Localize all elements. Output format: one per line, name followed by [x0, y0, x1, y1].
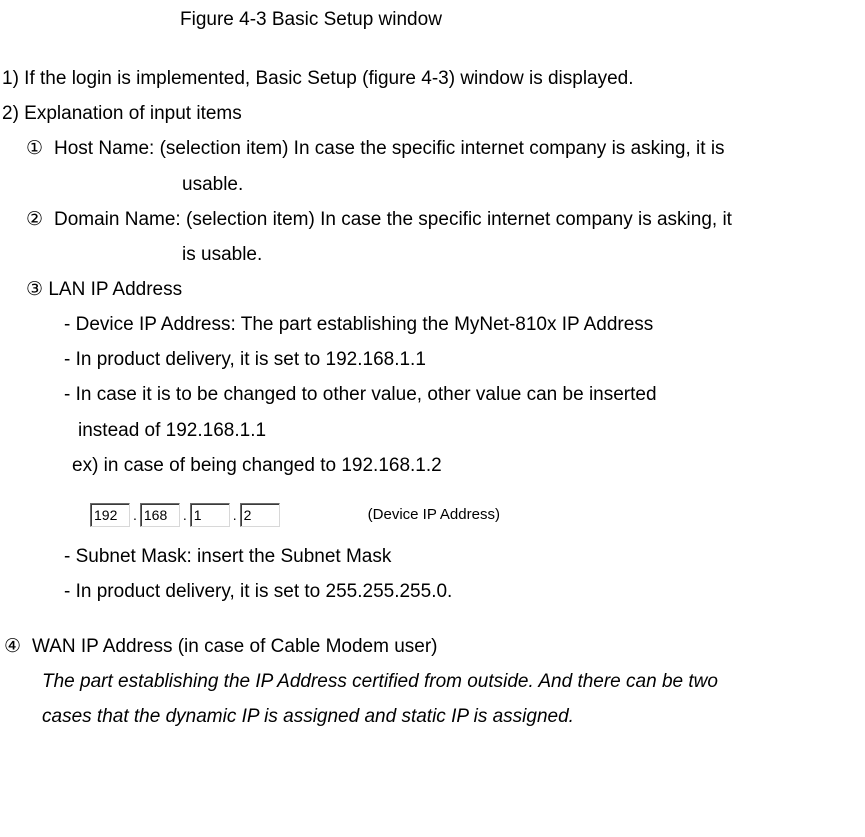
circled-2-marker: ②: [26, 202, 54, 237]
circled-4-marker: ④: [4, 629, 32, 664]
ip-octet-3-input[interactable]: 1: [190, 503, 230, 527]
item-3-dash-4: - Subnet Mask: insert the Subnet Mask: [0, 539, 865, 574]
figure-caption: Figure 4-3 Basic Setup window: [0, 2, 865, 37]
step-2: 2) Explanation of input items: [0, 96, 865, 131]
item-4-body-a: The part establishing the IP Address cer…: [4, 664, 855, 699]
item-1-text: Host Name: (selection item) In case the …: [54, 131, 855, 166]
item-1-cont: usable.: [0, 167, 865, 202]
ip-dot: .: [132, 503, 138, 527]
ip-address-row: 192 . 168 . 1 . 2 (Device IP Address): [0, 483, 865, 539]
ip-dot: .: [182, 503, 188, 527]
item-2-cont: is usable.: [0, 237, 865, 272]
spacer: [0, 609, 865, 629]
item-4: ④ WAN IP Address (in case of Cable Modem…: [0, 629, 865, 734]
item-3: ③ LAN IP Address: [0, 272, 865, 307]
ip-address-label: (Device IP Address): [368, 501, 500, 529]
ip-octet-2-input[interactable]: 168: [140, 503, 180, 527]
item-2-text: Domain Name: (selection item) In case th…: [54, 202, 855, 237]
item-3-dash-2: - In product delivery, it is set to 192.…: [0, 342, 865, 377]
item-3-example: ex) in case of being changed to 192.168.…: [0, 448, 865, 483]
item-2: ② Domain Name: (selection item) In case …: [0, 202, 865, 237]
item-4-body-b: cases that the dynamic IP is assigned an…: [4, 699, 855, 734]
circled-1-marker: ①: [26, 131, 54, 166]
ip-octet-4-input[interactable]: 2: [240, 503, 280, 527]
circled-3-marker: ③: [26, 279, 43, 300]
ip-octet-1-input[interactable]: 192: [90, 503, 130, 527]
item-1: ① Host Name: (selection item) In case th…: [0, 131, 865, 166]
step-1: 1) If the login is implemented, Basic Se…: [0, 61, 865, 96]
item-3-title: LAN IP Address: [48, 279, 182, 300]
item-3-dash-3: - In case it is to be changed to other v…: [0, 377, 865, 412]
item-3-dash-5: - In product delivery, it is set to 255.…: [0, 574, 865, 609]
item-3-dash-1: - Device IP Address: The part establishi…: [0, 307, 865, 342]
item-4-title: WAN IP Address (in case of Cable Modem u…: [32, 629, 438, 664]
ip-dot: .: [232, 503, 238, 527]
item-3-dash-3b: instead of 192.168.1.1: [0, 413, 865, 448]
document-page: Figure 4-3 Basic Setup window 1) If the …: [0, 2, 865, 764]
